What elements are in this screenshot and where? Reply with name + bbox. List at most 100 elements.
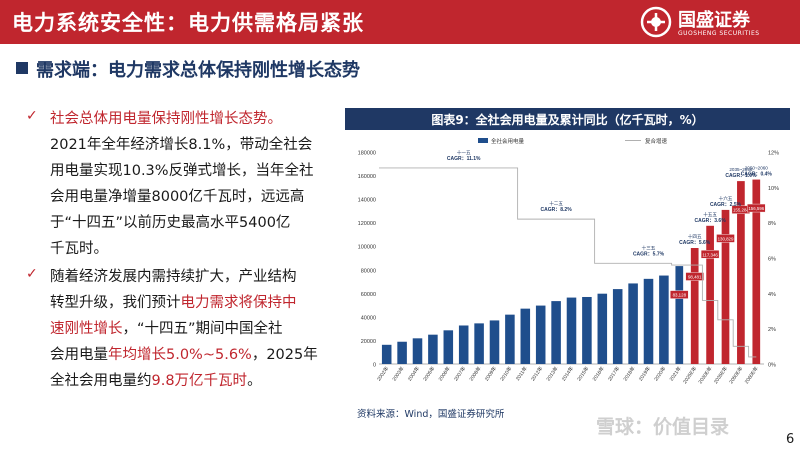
x-tick-label: 2030E年 xyxy=(697,365,714,385)
right-tick-label: 4% xyxy=(768,292,776,298)
logo-emblem-icon xyxy=(640,6,672,38)
cagr-period-label: 十五五 xyxy=(703,211,717,218)
x-tick-label: 2021年 xyxy=(668,365,683,382)
cagr-value-label: CAGR：5.7% xyxy=(633,251,665,257)
cagr-value-label: CAGR：0.4% xyxy=(741,172,773,178)
left-tick-label: 0 xyxy=(373,363,376,369)
left-tick-label: 120000 xyxy=(358,221,376,227)
bar-value-label-bg xyxy=(716,234,735,243)
right-tick-label: 12% xyxy=(768,151,779,157)
x-tick-label: 2003年 xyxy=(391,365,406,382)
cagr-value-label: CAGR：5.6% xyxy=(679,240,711,246)
body-text: 会用电量 xyxy=(50,347,108,363)
highlight-text: 速刚性增长 xyxy=(50,321,123,337)
bar xyxy=(505,314,515,364)
body-text: 转型升级，我们预计 xyxy=(50,295,181,311)
bar xyxy=(706,225,714,364)
legend-swatch-bar xyxy=(478,138,488,143)
bar xyxy=(458,325,469,364)
bar xyxy=(428,334,438,364)
cagr-period-label: 十六五 xyxy=(719,195,733,202)
x-tick-label: 2009年 xyxy=(483,365,498,382)
body-text: 全社会用电量约 xyxy=(50,373,152,389)
bullet-line: 2021年全年经济增长8.1%，带动全社会 xyxy=(50,132,340,158)
left-tick-label: 160000 xyxy=(358,174,376,180)
cagr-period-label: 十三五 xyxy=(642,244,656,251)
x-tick-label: 2016年 xyxy=(591,365,606,382)
right-tick-label: 0% xyxy=(768,363,776,369)
bar-value-label: 155,284 xyxy=(733,208,749,213)
chart-title: 图表9：全社会用电量及累计同比（亿千瓦时，%） xyxy=(431,113,704,127)
cagr-line xyxy=(379,167,757,358)
bar xyxy=(612,289,623,364)
page-title: 电力系统安全性：电力供需格局紧张 xyxy=(12,11,364,35)
logo-subtitle: GUOSHENG SECURITIES xyxy=(678,30,760,37)
body-text: 。 xyxy=(247,373,262,389)
body-text: 千瓦时。 xyxy=(50,241,108,257)
cagr-period-label: 十二五 xyxy=(549,200,563,207)
bullet-line: 会用电量净增量8000亿千瓦时，远远高 xyxy=(50,184,340,210)
bar xyxy=(597,293,608,364)
logo-name: 国盛证券 xyxy=(678,10,750,31)
bullet-line: 随着经济发展内需持续扩大，产业结构 xyxy=(50,264,340,290)
bar xyxy=(721,209,730,364)
brand-logo: 国盛证券 GUOSHENG SECURITIES xyxy=(640,6,790,40)
bar xyxy=(690,248,699,364)
x-tick-label: 2060E年 xyxy=(743,365,760,385)
highlight-text: 社会总体用电量保持刚性增长态势。 xyxy=(50,111,282,127)
bar-value-label-bg xyxy=(747,203,766,213)
bullet-line: 会用电量年均增长5.0%~5.6%，2025年 xyxy=(50,342,340,368)
body-text: 随着经济发展内需持续扩大，产业结构 xyxy=(50,269,297,285)
x-tick-label: 2019年 xyxy=(637,365,652,382)
x-tick-label: 2050E年 xyxy=(728,365,745,385)
cagr-period-label: 十四五 xyxy=(688,233,702,240)
bar xyxy=(397,341,407,364)
chart-source: 资料来源：Wind，国盛证券研究所 xyxy=(357,409,505,420)
bar-value-label: 130,829 xyxy=(718,236,734,241)
bullet-line: 于“十四五”以前历史最高水平5400亿 xyxy=(50,210,340,236)
right-tick-label: 2% xyxy=(768,327,776,333)
bar xyxy=(675,266,684,364)
checkmark-icon: ✓ xyxy=(26,266,38,282)
bar-value-label: 156,596 xyxy=(748,206,764,211)
body-text: 于“十四五”以前历史最高水平5400亿 xyxy=(50,215,291,231)
section-heading: 需求端：电力需求总体保持刚性增长态势 xyxy=(16,56,776,82)
body-text: 用电量实现10.3%反弹式增长，当年全社 xyxy=(50,163,314,179)
highlight-text: 年均增长5.0%~5.6% xyxy=(108,347,252,363)
x-tick-label: 2008年 xyxy=(468,365,483,382)
x-tick-label: 2035E年 xyxy=(712,365,729,385)
bullet-line: 社会总体用电量保持刚性增长态势。 xyxy=(50,106,340,132)
cagr-period-label: 2050~2060 xyxy=(745,166,769,171)
cagr-value-label: CAGR：11.1% xyxy=(447,156,481,162)
bar xyxy=(737,181,745,364)
bar xyxy=(412,338,423,364)
bullet-line: 千瓦时。 xyxy=(50,236,340,262)
legend-label: 全社会用电量 xyxy=(491,137,525,145)
x-tick-label: 2002年 xyxy=(375,365,390,382)
x-tick-label: 2012年 xyxy=(529,365,544,382)
section-title: 需求端：电力需求总体保持刚性增长态势 xyxy=(36,60,360,81)
right-tick-label: 6% xyxy=(768,257,776,263)
x-tick-label: 2006年 xyxy=(437,365,452,382)
highlight-text: 9.8万亿千瓦时 xyxy=(151,373,248,389)
bar-value-label: 117,346 xyxy=(702,252,718,257)
body-text: ，“十四五”期间中国全社 xyxy=(122,321,283,337)
chart-panel: 图表9：全社会用电量及累计同比（亿千瓦时，%） 0 20000 40000 60000… xyxy=(345,108,790,420)
bar xyxy=(535,305,546,364)
checkmark-icon: ✓ xyxy=(26,108,38,124)
bar xyxy=(582,296,592,364)
bar xyxy=(659,275,669,364)
left-tick-label: 180000 xyxy=(358,151,376,157)
bar xyxy=(443,330,454,364)
bar xyxy=(566,297,577,364)
body-text: 会用电量净增量8000亿千瓦时，远远高 xyxy=(50,189,305,205)
bar xyxy=(643,278,654,364)
x-tick-label: 2020年 xyxy=(653,365,668,382)
bar-value-label-bg xyxy=(670,290,689,299)
left-tick-label: 80000 xyxy=(361,268,376,274)
x-tick-label: 2007年 xyxy=(452,365,467,382)
cagr-value-label: CAGR：2.5% xyxy=(710,202,742,208)
cagr-period-label: 2035~2050 xyxy=(729,167,753,172)
watermark: 雪球：价值目录 xyxy=(596,416,730,438)
right-tick-label: 8% xyxy=(768,221,776,227)
